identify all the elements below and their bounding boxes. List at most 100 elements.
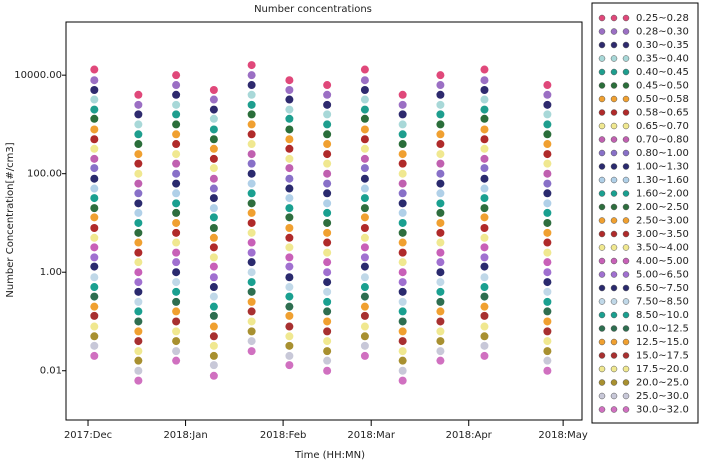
legend-swatch <box>598 14 606 22</box>
legend-label: 0.80~1.00 <box>636 148 689 159</box>
data-point <box>323 238 332 247</box>
data-point <box>323 228 332 237</box>
legend-swatch <box>622 365 630 373</box>
legend-label: 1.60~2.00 <box>636 189 689 200</box>
data-point <box>90 164 99 173</box>
data-point <box>247 120 256 129</box>
legend-swatch <box>598 406 606 413</box>
legend-swatch <box>598 230 606 238</box>
legend-swatch <box>610 14 618 22</box>
data-point <box>480 322 489 331</box>
data-point <box>480 174 489 183</box>
data-point <box>285 184 294 193</box>
data-point <box>172 278 181 287</box>
legend-label: 17.5~20.0 <box>636 364 689 375</box>
legend-swatch <box>598 136 606 143</box>
data-point <box>436 189 445 198</box>
data-point <box>360 164 369 173</box>
legend-swatch <box>598 95 606 103</box>
data-point <box>543 159 552 168</box>
legend-swatch <box>598 244 606 251</box>
data-point <box>134 159 143 168</box>
legend-swatch <box>622 122 630 130</box>
data-point <box>436 169 445 178</box>
data-point <box>543 248 552 257</box>
legend-label: 12.5~15.0 <box>636 337 689 348</box>
data-point <box>398 268 407 277</box>
data-point <box>480 213 489 222</box>
legend-label: 0.65~0.70 <box>636 121 689 132</box>
data-point <box>247 218 256 227</box>
data-point <box>285 174 294 183</box>
data-point <box>90 184 99 193</box>
legend-swatch <box>610 217 618 224</box>
legend-swatch <box>622 325 630 332</box>
chart-title: Number concentrations <box>254 4 372 15</box>
legend-swatch <box>622 379 630 386</box>
data-point <box>134 347 143 356</box>
data-point <box>323 327 332 336</box>
data-point <box>360 125 369 134</box>
data-point <box>247 140 256 149</box>
legend-swatch <box>598 352 606 359</box>
legend-swatch <box>598 338 606 346</box>
data-point <box>323 150 332 159</box>
data-point <box>134 268 143 277</box>
data-point <box>543 130 552 139</box>
data-point <box>323 120 332 129</box>
data-point <box>543 179 552 188</box>
x-tick-label: 2018:May <box>538 430 588 441</box>
legend-swatch <box>598 149 606 157</box>
data-point <box>172 208 181 217</box>
data-point <box>247 169 256 178</box>
legend-swatch <box>598 257 606 265</box>
legend-swatch <box>598 392 606 400</box>
legend-swatch <box>610 28 618 35</box>
legend-swatch <box>610 298 618 305</box>
data-point <box>543 218 552 227</box>
data-point <box>90 292 99 301</box>
data-point <box>209 253 218 262</box>
data-point <box>247 81 256 90</box>
legend-box <box>591 2 699 424</box>
data-point <box>436 258 445 267</box>
data-point <box>285 302 294 311</box>
data-point <box>480 85 489 94</box>
legend-swatch <box>622 136 630 143</box>
legend-swatch <box>598 217 606 224</box>
data-point <box>209 114 218 123</box>
data-point <box>285 223 294 232</box>
data-point <box>323 268 332 277</box>
data-point <box>360 283 369 292</box>
data-point <box>543 110 552 119</box>
data-point <box>323 199 332 208</box>
data-point <box>134 356 143 365</box>
x-tick-label: 2018:Apr <box>446 430 493 441</box>
y-tick-label: 100.00 <box>27 169 62 180</box>
data-point <box>436 248 445 257</box>
legend-swatch <box>610 325 618 332</box>
data-point <box>247 268 256 277</box>
legend-label: 0.58~0.65 <box>636 108 689 119</box>
data-point <box>543 347 552 356</box>
data-point <box>285 125 294 134</box>
data-point <box>360 302 369 311</box>
data-point <box>398 199 407 208</box>
legend-swatch <box>622 271 630 278</box>
data-point <box>209 233 218 242</box>
data-point <box>543 81 552 90</box>
data-point <box>285 114 294 123</box>
data-point <box>285 85 294 94</box>
data-point <box>543 238 552 247</box>
legend-swatch <box>622 203 630 211</box>
data-point <box>480 135 489 144</box>
data-point <box>360 233 369 242</box>
data-point <box>398 356 407 365</box>
legend-swatch <box>622 298 630 305</box>
legend-label: 1.00~1.30 <box>636 162 689 173</box>
data-point <box>360 311 369 320</box>
data-point <box>247 90 256 99</box>
data-point <box>543 228 552 237</box>
data-point <box>480 144 489 153</box>
legend-swatch <box>598 284 606 292</box>
